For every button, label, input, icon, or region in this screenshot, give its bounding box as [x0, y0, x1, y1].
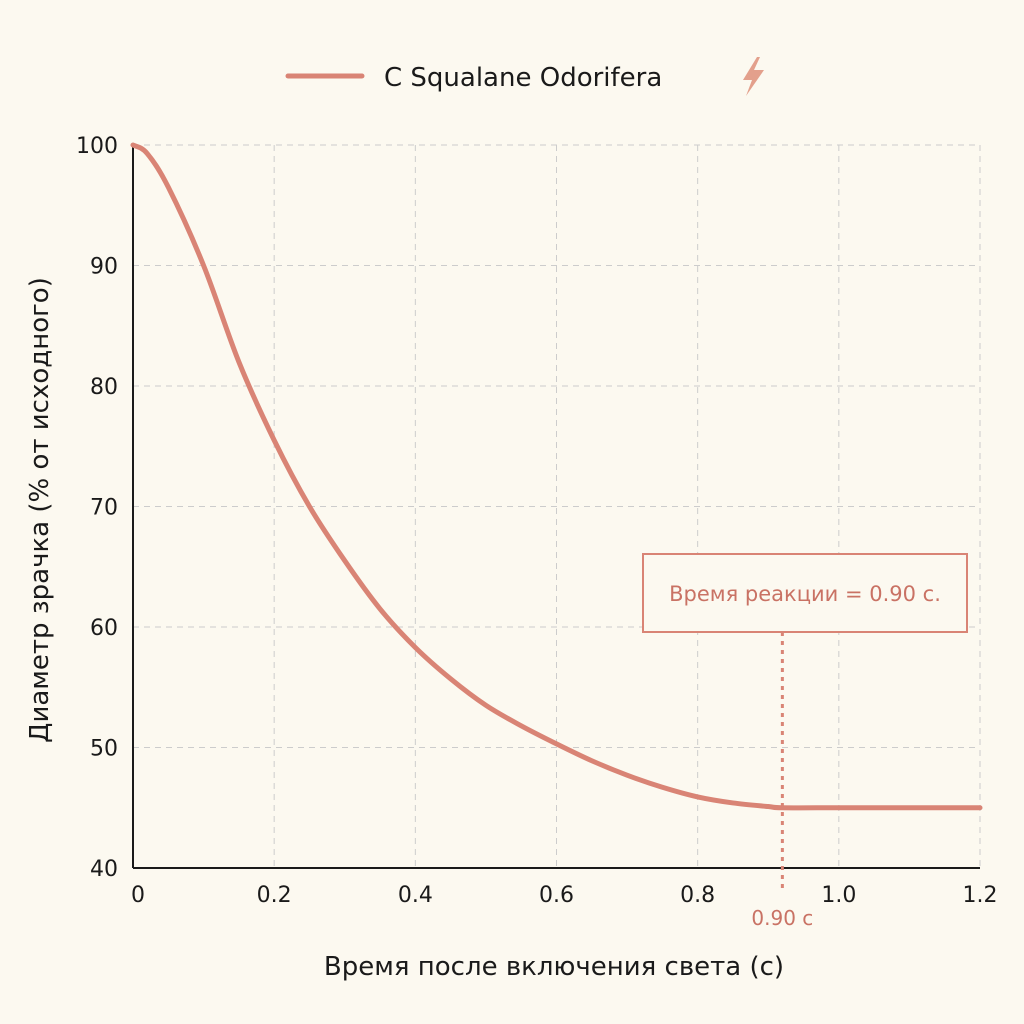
y-axis-title: Диаметр зрачка (% от исходного) — [25, 277, 55, 743]
legend: C Squalane Odorifera — [285, 57, 764, 96]
x-tick-label: 0.2 — [257, 883, 292, 908]
y-tick-label: 70 — [90, 496, 118, 521]
x-tick-label: 0.6 — [539, 883, 574, 908]
annotation-box — [642, 553, 968, 633]
y-tick-labels: 40 50 60 70 80 90 100 — [76, 134, 118, 882]
x-tick-label: 1.2 — [963, 883, 998, 908]
legend-label: C Squalane Odorifera — [384, 63, 662, 93]
x-tick-label: 0.4 — [398, 883, 433, 908]
y-tick-label: 50 — [90, 737, 118, 762]
axes — [132, 145, 980, 869]
reaction-time-annotation: Время реакции = 0.90 с. 0.90 с — [642, 553, 968, 930]
reaction-time-marker-label: 0.90 с — [751, 906, 813, 930]
y-tick-label: 60 — [90, 616, 118, 641]
x-tick-label: 0.8 — [680, 883, 715, 908]
y-tick-label: 80 — [90, 375, 118, 400]
y-tick-label: 90 — [90, 255, 118, 280]
x-tick-label: 1.0 — [821, 883, 856, 908]
series-line — [130, 142, 983, 811]
x-tick-labels: 0 0.2 0.4 0.6 0.8 1.0 1.2 — [131, 883, 998, 908]
series-layer — [130, 142, 983, 811]
lightning-icon — [743, 57, 764, 96]
grid — [133, 144, 981, 868]
y-tick-label: 40 — [90, 857, 118, 882]
x-tick-label: 0 — [131, 883, 145, 908]
x-axis-title: Время после включения света (с) — [324, 952, 784, 982]
y-tick-label: 100 — [76, 134, 118, 159]
annotation-text: Время реакции = 0.90 с. — [669, 582, 941, 606]
